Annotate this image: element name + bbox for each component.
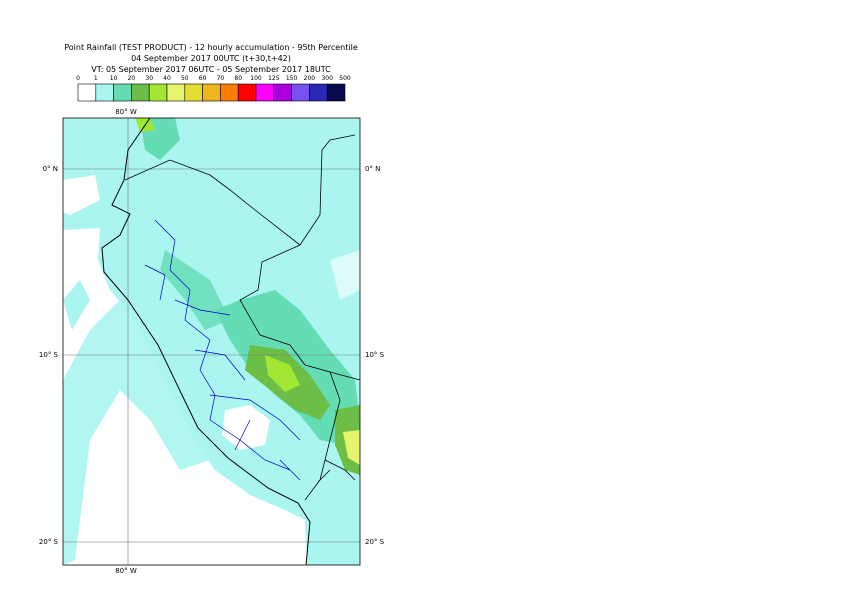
legend-label: 60	[199, 75, 207, 82]
lat-label: 20° S	[365, 538, 385, 546]
title: Point Rainfall (TEST PRODUCT) - 12 hourl…	[64, 43, 358, 52]
legend-label: 125	[268, 75, 280, 82]
legend-label: 40	[163, 75, 171, 82]
legend-swatch	[220, 83, 239, 102]
legend-label: 500	[339, 75, 351, 82]
legend-swatch	[202, 83, 221, 102]
base-time: 04 September 2017 00UTC (t+30,t+42)	[131, 54, 291, 63]
lat-label: 0° N	[365, 165, 380, 173]
lat-label: 0° N	[43, 165, 58, 173]
legend-label: 300	[321, 75, 333, 82]
lat-label: 20° S	[39, 538, 59, 546]
legend-label: 150	[286, 75, 298, 82]
rain-streak	[63, 300, 210, 565]
rain-streak	[63, 280, 90, 330]
legend-label: 20	[128, 75, 136, 82]
lon-label: 80° W	[115, 567, 137, 575]
legend-swatch	[309, 83, 328, 102]
legend-label: 70	[217, 75, 225, 82]
rain-40-50	[343, 430, 360, 465]
legend-swatch	[326, 83, 346, 102]
legend-swatch	[237, 83, 257, 102]
legend-label: 30	[145, 75, 153, 82]
legend-swatch	[184, 83, 203, 102]
map: 80° W 80° W 0° N 0° N 10° S 10° S 20° S …	[39, 108, 385, 575]
legend-swatch	[77, 83, 97, 102]
legend-label: 80	[234, 75, 242, 82]
map-frame	[62, 117, 361, 566]
rain-10-20	[160, 250, 230, 330]
rain-30-40	[265, 355, 300, 392]
legend-label: 50	[181, 75, 189, 82]
lat-label: 10° S	[365, 351, 385, 359]
legend-swatch	[95, 83, 114, 102]
legend-label: 100	[250, 75, 262, 82]
legend-label: 10	[110, 75, 118, 82]
legend-label: 0	[76, 75, 80, 82]
legend-swatch	[166, 83, 186, 102]
lat-label: 10° S	[39, 351, 59, 359]
legend-swatch	[291, 83, 310, 102]
legend-swatch	[148, 83, 168, 102]
legend-swatch	[131, 83, 150, 102]
coastline	[101, 118, 311, 565]
lon-label: 80° W	[115, 108, 137, 116]
legend: 0 1 10 20 30 40 50 60 70 80 100 125 150 200 300 500	[76, 75, 351, 102]
legend-swatch	[273, 83, 292, 102]
legend-swatch	[255, 83, 275, 102]
region-border	[144, 219, 301, 481]
dry-patch	[330, 250, 360, 300]
legend-label: 200	[304, 75, 316, 82]
ocean-dry	[63, 175, 100, 215]
legend-swatch	[113, 83, 132, 102]
country-border	[317, 371, 360, 483]
valid-time: VT: 05 September 2017 06UTC - 05 Septemb…	[91, 65, 331, 74]
legend-label: 1	[94, 75, 98, 82]
